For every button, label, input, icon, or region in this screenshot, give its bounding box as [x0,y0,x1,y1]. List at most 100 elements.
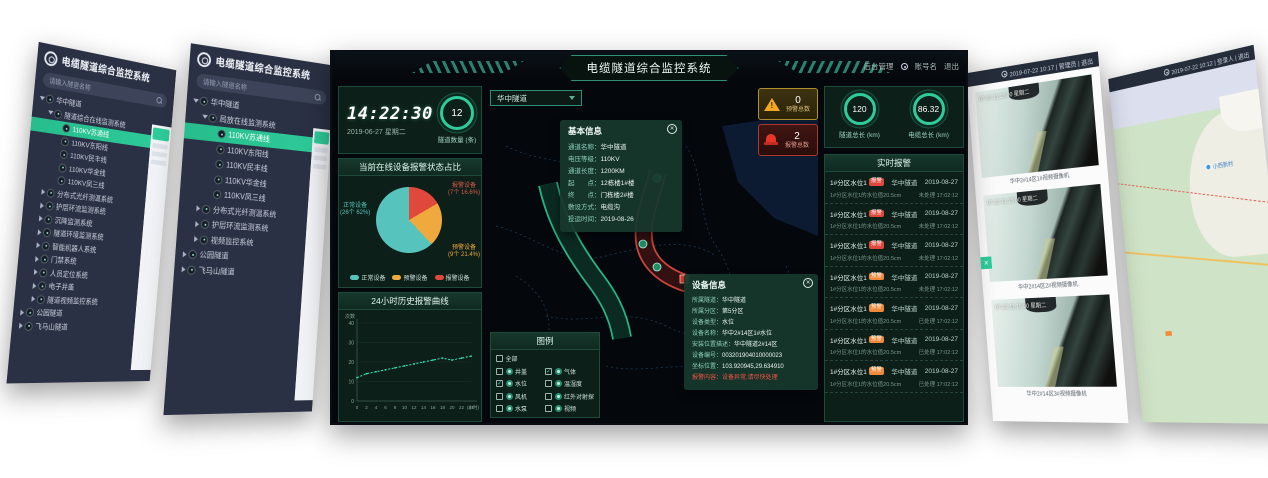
info-value: 电缆沟 [600,204,621,211]
legend-item[interactable]: 水泵 [496,403,545,414]
camera-tile[interactable]: 07-23 11:15:00 星期二 华中2#14区3#视频摄像机 [991,294,1118,398]
search-icon [314,94,320,101]
realtime-alarm-row[interactable]: 1#分区水位1 报警 华中隧道 2019-08-27 1#分区水位1的水位值20.5cm… [825,204,963,235]
alarm-summary-box[interactable]: 2 报警总数 [758,124,818,156]
camera-tile[interactable]: 07-23 11:15:00 星期二 华中2#14区1#视频摄像机 [975,74,1100,189]
tree-spacer [207,179,214,180]
legend-checkbox[interactable] [545,405,552,412]
legend-label: 井盖 [515,369,528,376]
info-value: 水位 [722,320,735,326]
legend-item[interactable]: 红外对射探测器 [545,391,594,402]
legend-item[interactable]: 水位 [496,378,545,389]
basic-info-row: 投运时间： 2019-08-26 [568,214,674,226]
realtime-alarm-row[interactable]: 1#分区水位1 报警 华中隧道 2019-08-27 1#分区水位1的水位值20.5cm… [825,235,963,267]
legend-label: 气体 [564,369,577,376]
logout-link[interactable]: 退出 [944,62,959,71]
device-status-pie-panel: 当前在线设备报警状态占比 正常设备 (26个 62%) 报警设备 (7个 16.6%… [338,158,482,288]
search-icon [156,97,162,104]
camera-caption: 华中2#14区3#视频摄像机 [1026,391,1088,398]
tree-node-icon [199,235,209,245]
device-info-row: 设备编号： 003201904010000023 [692,351,810,362]
info-label: 坐标位置： [692,364,723,370]
history-alarm-panel: 24小时历史报警曲线 0 10 20 30 40 次数 0 2 4 6 8 10 12 14 16 18 20 2… [338,292,482,422]
alarm-device-name: 1#分区水位1 [830,243,867,250]
app-logo-icon [196,51,212,69]
info-label: 设备名称： [692,331,723,337]
svg-text:6: 6 [384,405,387,410]
svg-text:0: 0 [351,399,354,405]
pie-label-normal: 正常设备 (26个 62%) [340,203,371,216]
legend-checkbox[interactable] [545,367,552,375]
tree-node-icon [42,228,52,238]
popup-title: 设备信息 [692,280,727,290]
legend-item[interactable]: 全部 [496,353,594,364]
legend-label: 红外对射探测器 [564,394,594,401]
legend-checkbox[interactable] [545,392,552,400]
tree-spacer [210,133,217,134]
realtime-alarm-row[interactable]: 1#分区水位1 预警 华中隧道 2019-08-27 1#分区水位1的水位值20.5cm… [825,298,963,330]
info-label: 所属分区： [692,309,723,315]
close-button[interactable] [980,256,993,270]
legend-item[interactable]: 风机 [496,391,545,402]
legend-item[interactable]: 气体 [545,366,594,377]
tree-node-icon [58,162,67,173]
legend-device-icon [554,380,562,387]
alarm-description: 1#分区水位1的水位值20.5cm [830,192,902,199]
account-name[interactable]: 账号名 [914,62,938,71]
close-icon[interactable] [803,278,813,288]
alarm-description: 1#分区水位1的水位值20.5cm [830,224,902,230]
info-value: 003201904010000023 [722,353,783,359]
legend-checkbox[interactable] [496,392,503,400]
city-map[interactable]: 小西新村 [1108,59,1268,424]
svg-text:(小时): (小时) [467,404,479,411]
legend-device-icon [505,392,513,400]
legend-label: 风机 [515,394,528,401]
tunnel-select-dropdown[interactable]: 华中隧道 [490,90,582,106]
warning-icon [764,97,780,111]
info-label: 起 点： [568,180,601,187]
device-info-row: 坐标位置： 103.920945,29.634910 [692,362,810,373]
legend-checkbox[interactable] [496,355,503,362]
legend-label: 水位 [515,382,528,388]
legend-item[interactable]: 温湿度 [545,378,594,389]
legend-label: 预警设备 [403,276,428,282]
tree-item-label: 飞马山隧道 [34,321,69,332]
legend-item[interactable]: 井盖 [496,366,545,377]
tree-item-label: 110KV凤三线 [223,191,266,204]
tree-item-label: 隧道视频监控系统 [46,295,99,306]
tree-item-label: 视频监控系统 [210,235,254,248]
tree-item-label: 公园隧道 [199,250,229,261]
svg-text:8: 8 [394,405,397,410]
camera-tile[interactable]: 07-23 11:15:00 星期二 华中2#14区2#视频摄像机 [983,183,1109,293]
svg-text:30: 30 [348,341,354,347]
admin-link[interactable]: 后台管理 [863,62,894,71]
info-value: 华中隧道 [600,144,627,151]
panel-title: 实时报警 [825,155,963,172]
realtime-alarm-row[interactable]: 1#分区水位1 预警 华中隧道 2019-08-27 1#分区水位1的水位值20.5cm… [825,361,963,393]
realtime-alarm-row[interactable]: 1#分区水位1 报警 华中隧道 2019-08-27 1#分区水位1的水位值20.5cm… [825,172,963,204]
legend-checkbox[interactable] [496,380,503,387]
info-label: 终 点： [568,192,601,199]
realtime-alarm-row[interactable]: 1#分区水位1 预警 华中隧道 2019-08-27 1#分区水位1的水位值20.5cm… [825,330,963,361]
info-value: 103.920945,29.634910 [722,364,784,370]
legend-checkbox[interactable] [496,405,503,412]
clock-time: 14:22:30 [347,103,433,124]
device-status-pie-chart[interactable] [376,187,442,253]
pie-legend-item: 预警设备 [392,273,428,282]
tunnel-route-green[interactable] [538,181,632,340]
legend-item[interactable]: 视频 [545,403,594,414]
legend-checkbox[interactable] [496,367,503,375]
legend-checkbox[interactable] [545,380,552,387]
alarm-status: 未处理 17:02:12 [918,255,958,262]
alarm-device-name: 1#分区水位1 [830,211,867,219]
warning-summary-box[interactable]: 0 预警总数 [758,88,818,120]
tree-node-icon [188,249,198,260]
info-value: 1200KM [600,168,625,175]
tunnel-length-gauge: 120 隧道总长 (km) [825,87,894,147]
close-icon[interactable] [667,124,677,134]
realtime-alarm-row[interactable]: 1#分区水位1 预警 华中隧道 2019-08-27 1#分区水位1的水位值20.5cm… [825,267,963,298]
camera-image: 07-23 11:15:00 星期二 [975,74,1099,178]
background-screen-cameras: 2019-07-22 10:17 | 管理员 | 退出 07-23 11:15:… [966,51,1129,424]
info-value: 12栋楼1#楼 [600,180,635,187]
info-label: 敷设方式： [568,204,601,211]
